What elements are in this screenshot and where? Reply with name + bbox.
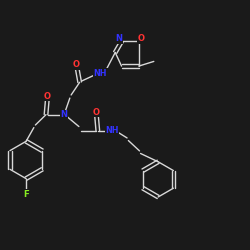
Text: O: O bbox=[137, 34, 144, 43]
Text: F: F bbox=[23, 190, 29, 199]
Text: N: N bbox=[61, 110, 68, 119]
Text: N: N bbox=[116, 34, 122, 43]
Text: NH: NH bbox=[106, 126, 119, 135]
Text: O: O bbox=[93, 108, 100, 117]
Text: O: O bbox=[73, 60, 80, 69]
Text: O: O bbox=[44, 92, 51, 101]
Text: NH: NH bbox=[94, 69, 107, 78]
